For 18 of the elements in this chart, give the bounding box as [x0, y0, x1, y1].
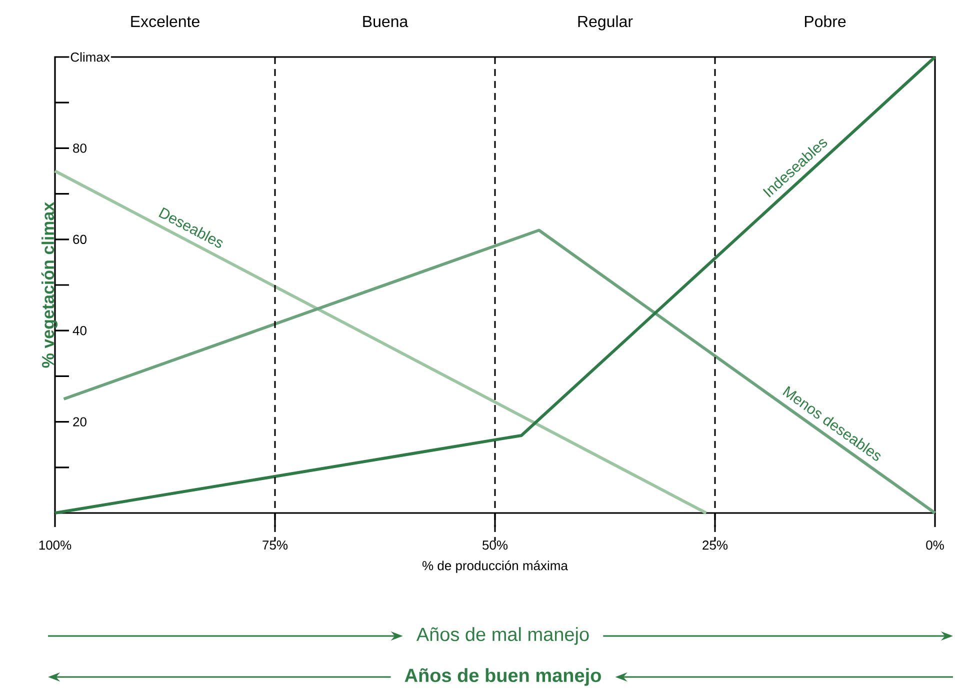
- y-tick-label: 40: [72, 326, 86, 336]
- text: Años de mal manejo: [416, 627, 589, 645]
- x-tick-label: 100%: [39, 540, 72, 550]
- x-tick-label: 25%: [702, 540, 728, 550]
- text: Buena: [363, 16, 408, 28]
- x-axis-title: % de producción máxima: [422, 560, 568, 573]
- text: Años de buen manejo: [404, 668, 601, 686]
- x-tick-label: 50%: [482, 540, 508, 550]
- x-tick-label: 75%: [262, 540, 288, 550]
- x-tick-label: 0%: [926, 540, 944, 550]
- text: Excelente: [131, 15, 200, 28]
- y-axis-title: % vegetación climax: [41, 202, 58, 368]
- y-tick-label: Climax: [70, 52, 110, 62]
- y-tick-label: 80: [73, 144, 86, 153]
- y-tick-label: 20: [73, 417, 86, 426]
- text: Pobre: [804, 15, 846, 28]
- text: Regular: [578, 15, 633, 30]
- y-tick-label: 60: [73, 234, 86, 244]
